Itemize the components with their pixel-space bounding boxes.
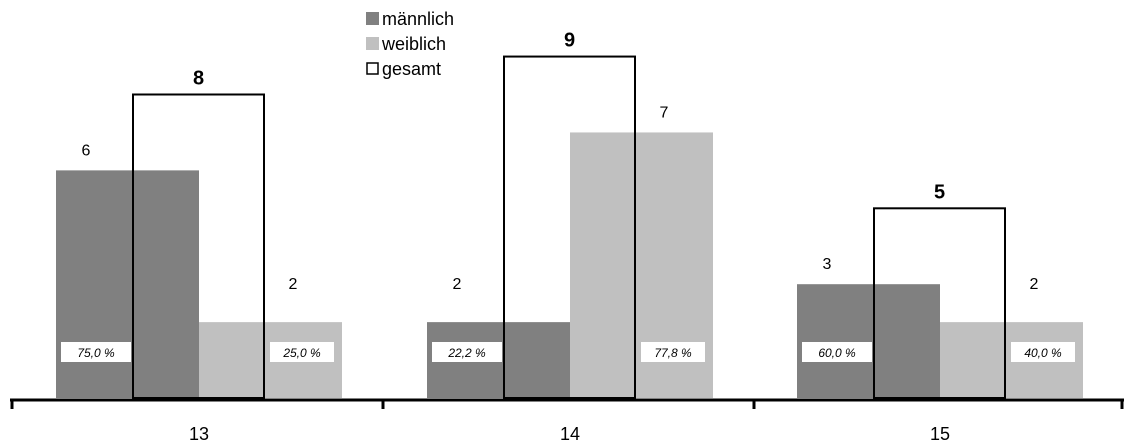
pct-box-maennlich-14 (432, 342, 502, 362)
pct-box-weiblich-14 (641, 342, 705, 362)
legend-swatch-0 (366, 12, 379, 25)
bar-maennlich-13 (56, 170, 199, 398)
legend-label-1: weiblich (381, 34, 446, 54)
legend-swatch-1 (366, 37, 379, 50)
category-label-14: 14 (560, 424, 580, 443)
value-label-maennlich-13: 6 (82, 142, 91, 159)
bar-gesamt-15 (873, 207, 1006, 399)
value-label-weiblich-15: 2 (1030, 276, 1039, 293)
pct-label-weiblich-15: 40,0 % (1024, 346, 1062, 360)
pct-label-maennlich-15: 60,0 % (818, 346, 856, 360)
legend-swatch-2 (366, 62, 379, 75)
pct-label-maennlich-13: 75,0 % (77, 346, 115, 360)
category-label-15: 15 (930, 424, 950, 443)
pct-box-weiblich-15 (1011, 342, 1075, 362)
value-label-gesamt-14: 9 (564, 30, 575, 52)
value-label-maennlich-14: 2 (453, 276, 462, 293)
pct-box-maennlich-13 (61, 342, 131, 362)
legend-label-2: gesamt (382, 59, 441, 79)
legend-label-0: männlich (382, 9, 454, 29)
bar-gesamt-13 (132, 93, 265, 399)
pct-label-maennlich-14: 22,2 % (447, 346, 486, 360)
category-label-13: 13 (189, 424, 209, 443)
value-label-gesamt-15: 5 (934, 181, 945, 203)
bar-maennlich-15 (797, 284, 940, 398)
value-label-weiblich-13: 2 (289, 276, 298, 293)
pct-box-weiblich-13 (270, 342, 334, 362)
bar-gesamt-14 (503, 55, 636, 399)
value-label-weiblich-14: 7 (660, 104, 669, 121)
pct-label-weiblich-14: 77,8 % (654, 346, 692, 360)
value-label-gesamt-13: 8 (193, 67, 204, 89)
pct-label-weiblich-13: 25,0 % (282, 346, 321, 360)
pct-box-maennlich-15 (802, 342, 872, 362)
value-label-maennlich-15: 3 (823, 256, 832, 273)
